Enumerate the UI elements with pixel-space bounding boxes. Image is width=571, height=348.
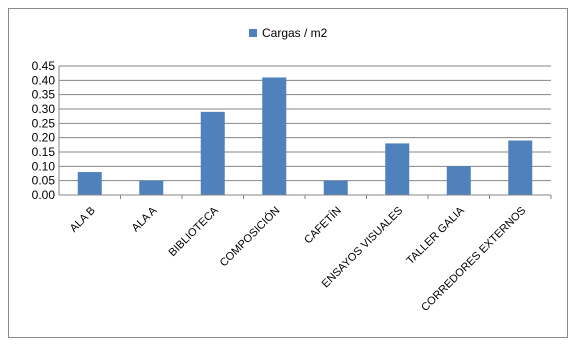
y-tick-label: 0.15 bbox=[32, 145, 56, 159]
legend-swatch bbox=[249, 29, 257, 37]
x-tick-label: CORREDORES EXTERNOS bbox=[419, 205, 528, 314]
y-tick-label: 0.40 bbox=[32, 73, 56, 87]
gridlines bbox=[59, 65, 551, 182]
bar bbox=[262, 77, 287, 195]
y-tick-label: 0.45 bbox=[32, 59, 56, 73]
bar bbox=[323, 180, 348, 195]
x-tick-label: COMPOSICIÓN bbox=[217, 204, 282, 269]
y-tick-label: 0.25 bbox=[32, 116, 56, 130]
chart-frame: Cargas / m2 0.00 0.05 0.10 0.15 0.20 0.25 0.30… bbox=[8, 8, 568, 338]
legend: Cargas / m2 bbox=[249, 26, 328, 40]
bar bbox=[139, 180, 164, 195]
y-tick-label: 0.05 bbox=[32, 174, 56, 188]
x-tick-label: CAFETÍN bbox=[301, 204, 344, 247]
bar bbox=[385, 143, 410, 195]
bar bbox=[200, 111, 225, 195]
bars bbox=[77, 77, 533, 195]
y-tick-label: 0.20 bbox=[32, 131, 56, 145]
y-tick-label: 0.00 bbox=[32, 188, 56, 202]
legend-label: Cargas / m2 bbox=[262, 26, 328, 40]
y-axis-ticks: 0.000.050.100.150.200.250.300.350.400.45 bbox=[32, 59, 56, 202]
bar bbox=[77, 172, 102, 195]
x-tick-label: TALLER GALIA bbox=[404, 204, 467, 267]
x-tick-label: ALA A bbox=[130, 204, 160, 234]
bar bbox=[446, 166, 471, 195]
x-tick-label: BIBLIOTECA bbox=[167, 204, 222, 259]
bar-chart: Cargas / m2 0.000.050.100.150.200.250.30… bbox=[32, 26, 552, 314]
y-tick-label: 0.30 bbox=[32, 102, 56, 116]
y-tick-label: 0.10 bbox=[32, 159, 56, 173]
x-tick-label: ALA B bbox=[68, 205, 98, 235]
y-tick-label: 0.35 bbox=[32, 88, 56, 102]
bar bbox=[508, 140, 533, 195]
